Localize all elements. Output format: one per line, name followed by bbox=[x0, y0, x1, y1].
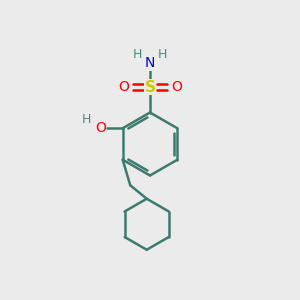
Text: O: O bbox=[95, 121, 106, 135]
Text: N: N bbox=[145, 56, 155, 70]
Text: H: H bbox=[82, 113, 92, 126]
Text: O: O bbox=[118, 80, 129, 94]
Text: O: O bbox=[171, 80, 182, 94]
Text: H: H bbox=[133, 47, 142, 61]
Text: H: H bbox=[158, 47, 167, 61]
Text: S: S bbox=[145, 80, 155, 94]
